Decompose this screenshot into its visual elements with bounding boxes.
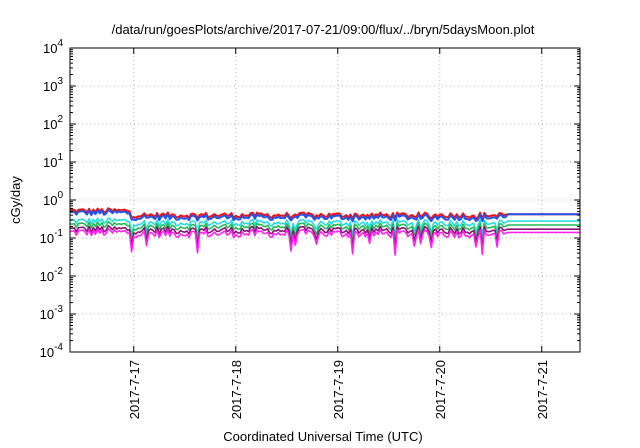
x-axis-label: Coordinated Universal Time (UTC) [223, 429, 422, 444]
y-tick-label: 10-4 [40, 342, 64, 360]
y-tick-label: 103 [43, 76, 63, 94]
x-tick-label: 2017-7-21 [535, 360, 550, 419]
x-tick-label: 2017-7-19 [331, 360, 346, 419]
y-tick-label: 10-1 [40, 228, 64, 246]
series-line [69, 217, 580, 238]
y-tick-label: 101 [43, 152, 63, 170]
grid-lines [70, 48, 580, 352]
x-tick-label: 2017-7-20 [433, 360, 448, 419]
y-axis-ticks: 10-4 10-3 10-2 10-1 100 101 102 103 104 [40, 38, 580, 360]
series-line [69, 209, 580, 223]
series-line [69, 220, 580, 244]
y-tick-label: 10-2 [40, 266, 64, 284]
y-tick-label: 104 [43, 38, 63, 56]
y-tick-label: 102 [43, 114, 63, 132]
chart-title: /data/run/goesPlots/archive/2017-07-21/0… [112, 22, 535, 37]
x-axis-ticks: 2017-7-17 2017-7-18 2017-7-19 2017-7-20 2017… [127, 48, 550, 419]
x-tick-label: 2017-7-18 [229, 360, 244, 419]
y-tick-label: 100 [43, 190, 63, 208]
x-tick-label: 2017-7-17 [127, 360, 142, 419]
plot-series [69, 207, 580, 256]
series-line [69, 207, 580, 220]
series-line [69, 224, 580, 250]
series-line [69, 227, 580, 256]
y-axis-label: cGy/day [8, 176, 23, 224]
y-tick-label: 10-3 [40, 304, 64, 322]
